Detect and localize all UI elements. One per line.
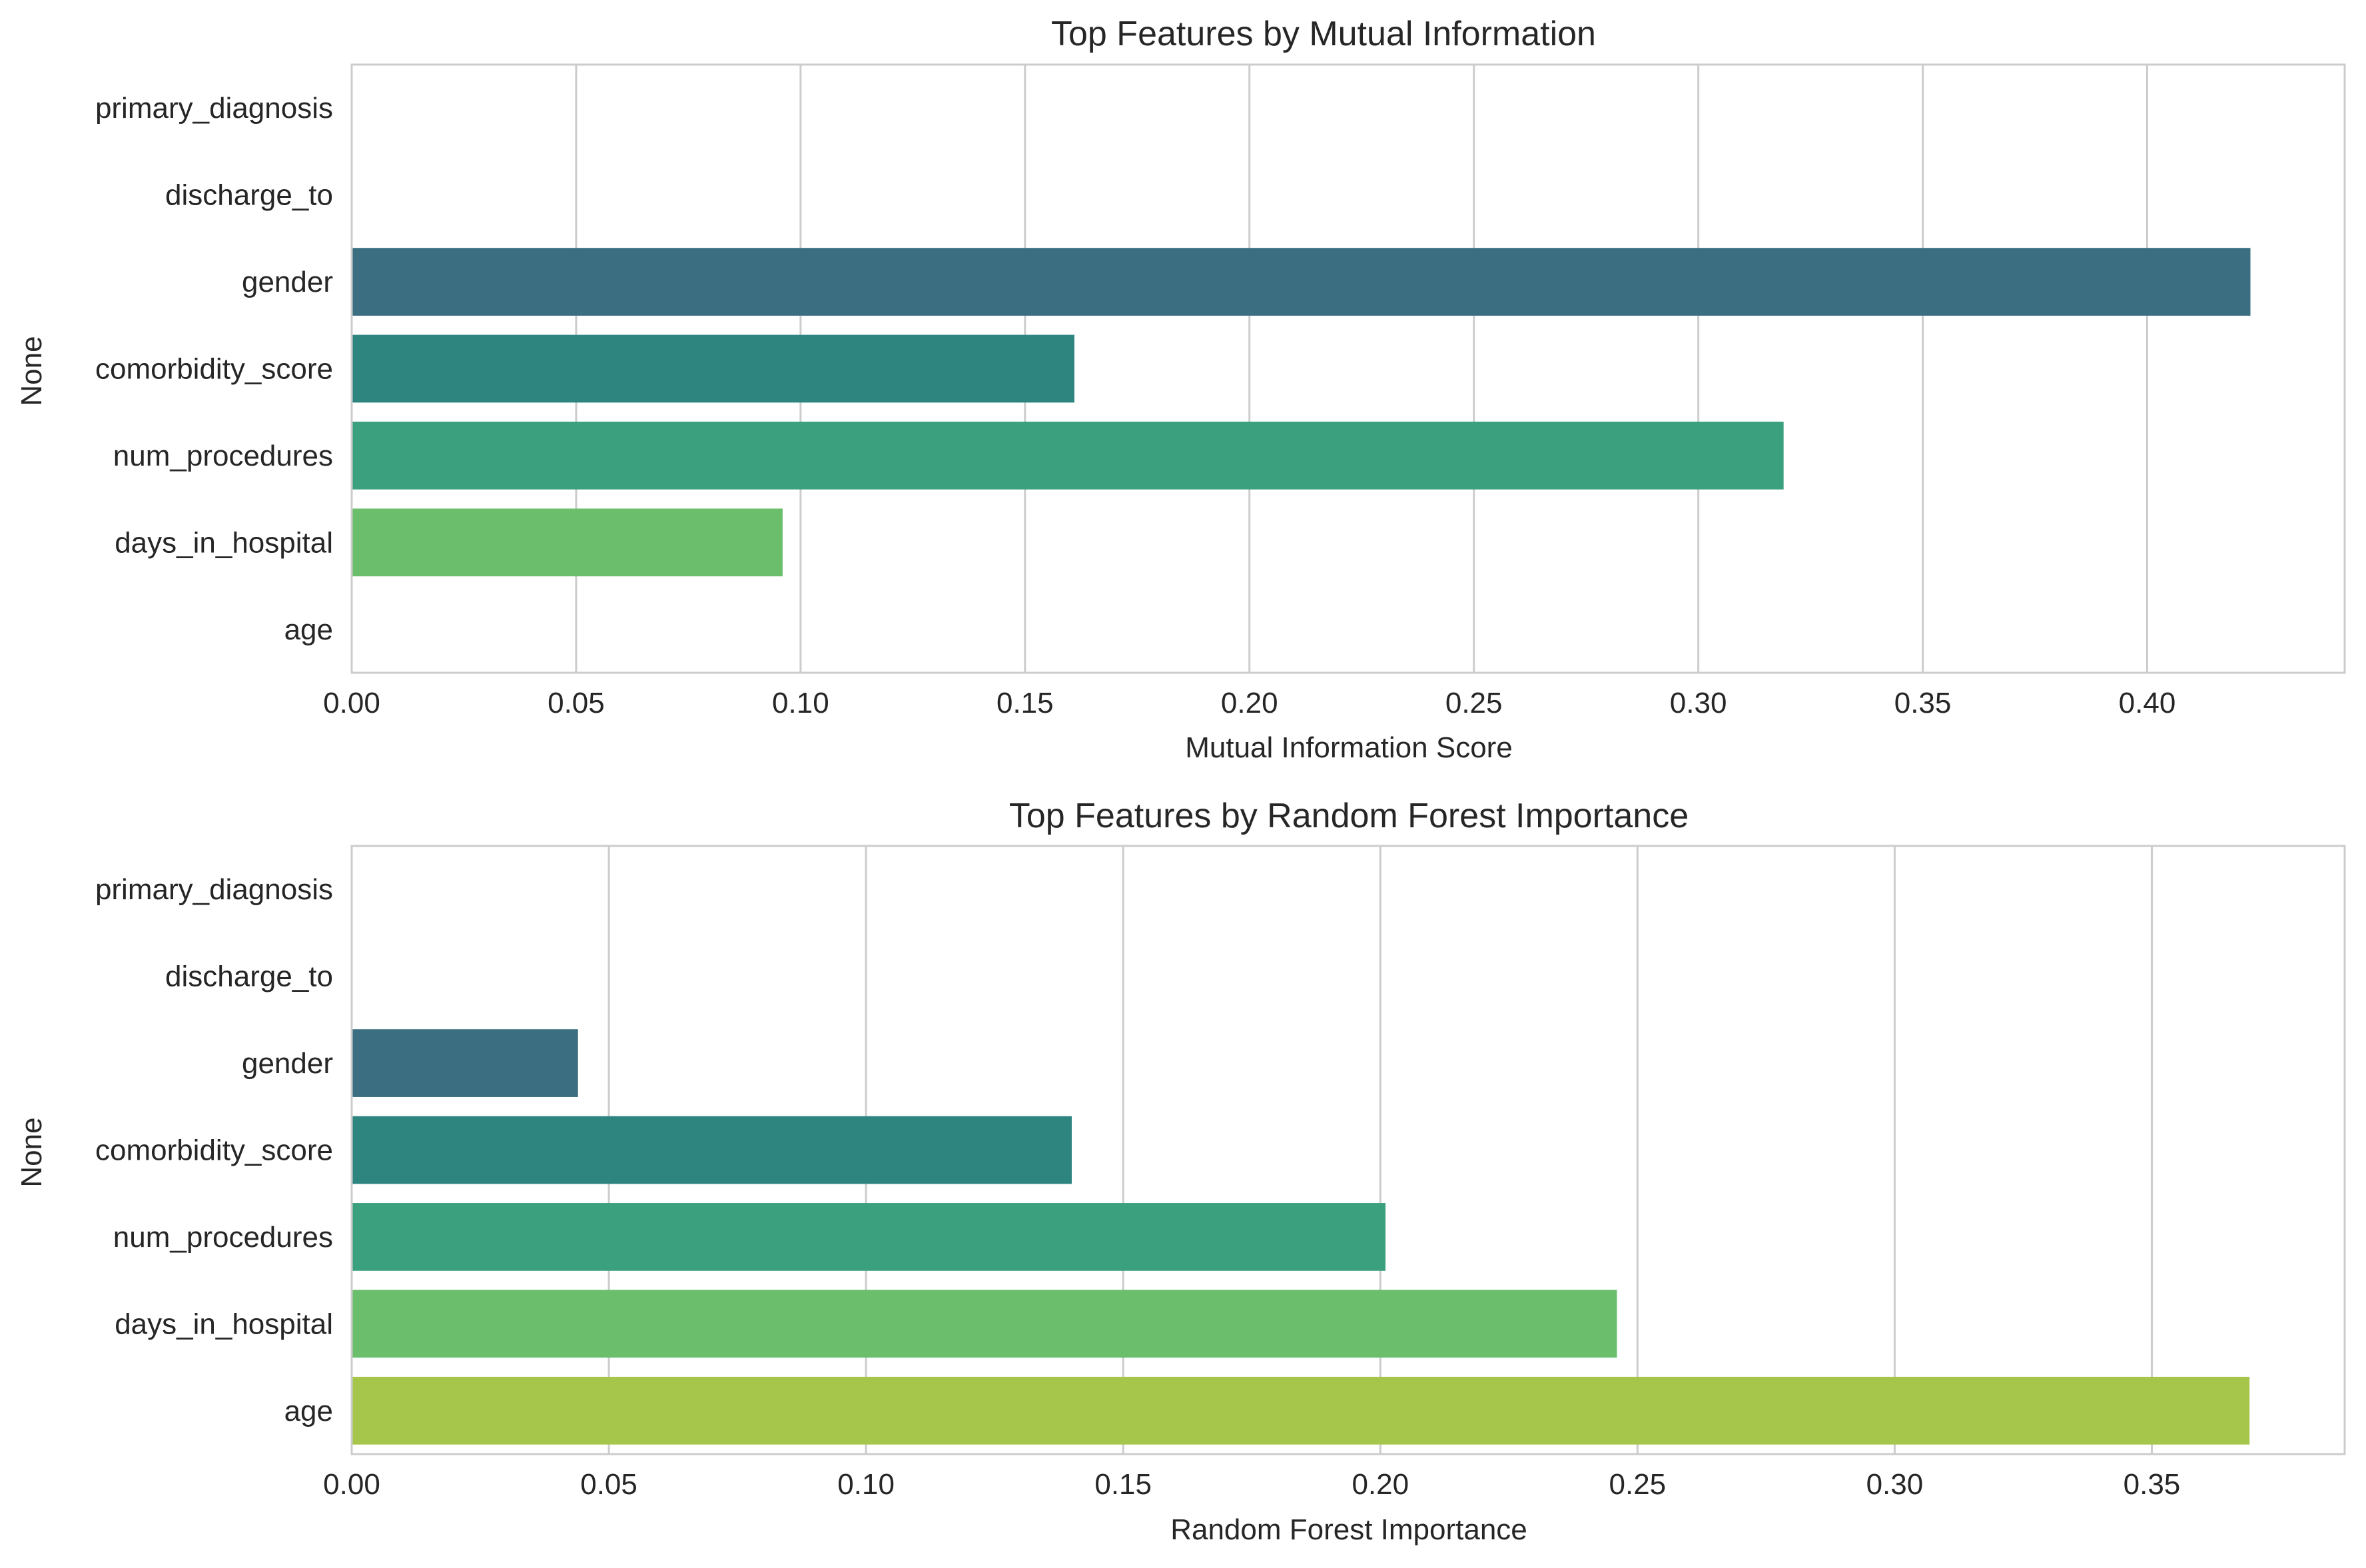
bar-comorbidity-score — [352, 334, 1074, 403]
bar-gender — [352, 1029, 578, 1097]
y-axis-label: None — [15, 1117, 48, 1187]
bar-num-procedures — [352, 422, 1784, 490]
x-tick-labels: 0.00 0.05 0.10 0.15 0.20 0.25 0.30 0.35 0.40 — [323, 687, 2175, 719]
bar-gender — [352, 248, 2251, 316]
y-tick-label: gender — [242, 266, 333, 298]
y-tick-label: comorbidity_score — [95, 1134, 333, 1167]
y-tick-label: num_procedures — [113, 440, 333, 472]
x-tick-label: 0.35 — [1894, 687, 1952, 719]
x-axis-label: Random Forest Importance — [1170, 1513, 1527, 1546]
subplot-random-forest-importance: Top Features by Random Forest Importance… — [15, 797, 2346, 1546]
y-tick-label: primary_diagnosis — [95, 873, 333, 906]
y-tick-label: age — [284, 1395, 333, 1427]
subplot-mutual-information: Top Features by Mutual Information prima… — [15, 15, 2346, 764]
x-tick-label: 0.25 — [1445, 687, 1503, 719]
y-tick-label: age — [284, 613, 333, 646]
bar-age — [352, 1376, 2250, 1445]
plot-area-frame — [350, 63, 2346, 674]
bar-num-procedures — [352, 1203, 1385, 1271]
y-tick-label: gender — [242, 1047, 333, 1080]
x-tick-label: 0.15 — [1094, 1468, 1152, 1501]
x-tick-label: 0.40 — [2119, 687, 2176, 719]
x-tick-label: 0.35 — [2124, 1468, 2181, 1501]
x-tick-label: 0.00 — [323, 1468, 380, 1501]
x-tick-label: 0.10 — [772, 687, 829, 719]
y-tick-label: discharge_to — [165, 961, 333, 993]
plot-area-frame — [350, 845, 2346, 1455]
x-tick-label: 0.15 — [996, 687, 1054, 719]
bar-days-in-hospital — [352, 508, 783, 577]
y-tick-label: days_in_hospital — [115, 526, 333, 559]
chart-title: Top Features by Mutual Information — [1051, 15, 1596, 53]
x-tick-label: 0.25 — [1609, 1468, 1667, 1501]
x-tick-label: 0.05 — [580, 1468, 637, 1501]
y-tick-label: primary_diagnosis — [95, 92, 333, 125]
x-tick-label: 0.20 — [1221, 687, 1278, 719]
x-tick-label: 0.05 — [548, 687, 605, 719]
x-tick-label: 0.20 — [1352, 1468, 1409, 1501]
y-tick-label: days_in_hospital — [115, 1308, 333, 1340]
x-tick-label: 0.30 — [1866, 1468, 1924, 1501]
x-tick-labels: 0.00 0.05 0.10 0.15 0.20 0.25 0.30 0.35 — [323, 1468, 2180, 1501]
bars — [352, 1029, 2250, 1445]
y-tick-label: discharge_to — [165, 179, 333, 212]
bar-days-in-hospital — [352, 1290, 1617, 1358]
y-axis-label: None — [15, 336, 48, 406]
x-axis-label: Mutual Information Score — [1185, 731, 1513, 764]
y-tick-label: num_procedures — [113, 1221, 333, 1254]
bars — [352, 248, 2251, 577]
x-tick-label: 0.00 — [323, 687, 380, 719]
x-tick-label: 0.30 — [1670, 687, 1727, 719]
bar-comorbidity-score — [352, 1116, 1072, 1184]
y-tick-label: comorbidity_score — [95, 353, 333, 386]
x-tick-label: 0.10 — [837, 1468, 895, 1501]
chart-title: Top Features by Random Forest Importance — [1009, 797, 1689, 835]
